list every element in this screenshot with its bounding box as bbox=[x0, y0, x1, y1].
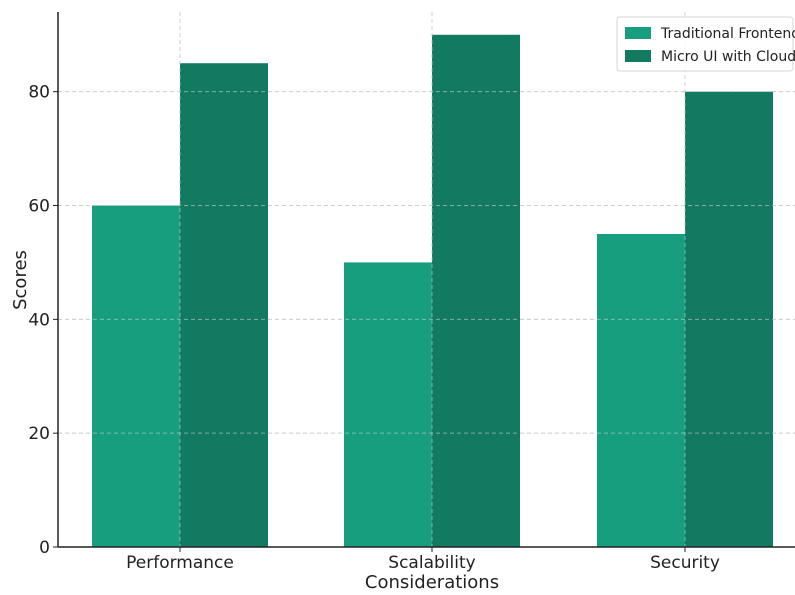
x-tick-label: Security bbox=[650, 553, 720, 573]
legend-label: Micro UI with Cloud bbox=[661, 49, 795, 65]
bar-micro-ui-with-cloud-performance bbox=[180, 63, 268, 548]
x-axis-title: Considerations bbox=[365, 572, 499, 593]
y-tick-label: 60 bbox=[28, 197, 50, 217]
y-tick-label: 20 bbox=[28, 424, 50, 444]
bar-traditional-frontend-performance bbox=[92, 205, 180, 548]
legend-box bbox=[616, 16, 794, 72]
x-tick-label: Scalability bbox=[388, 553, 475, 573]
legend: Traditional Frontend Micro UI with Cloud bbox=[616, 16, 795, 72]
axes bbox=[57, 12, 795, 548]
y-tick-label: 80 bbox=[28, 83, 50, 103]
bar-traditional-frontend-scalability bbox=[344, 262, 432, 547]
legend-swatch bbox=[625, 50, 651, 62]
legend-label: Traditional Frontend bbox=[660, 26, 795, 42]
legend-swatch bbox=[625, 27, 651, 39]
bar-traditional-frontend-security bbox=[597, 233, 685, 547]
y-axis-title: Scores bbox=[10, 250, 31, 310]
y-tick-label: 40 bbox=[28, 310, 50, 330]
x-tick-label: Performance bbox=[126, 553, 234, 573]
bar-micro-ui-with-cloud-scalability bbox=[432, 34, 520, 548]
y-ticks: 0 20 40 60 80 bbox=[28, 83, 58, 558]
bars bbox=[58, 12, 795, 548]
y-tick-label: 0 bbox=[39, 538, 50, 558]
x-ticks: Performance Scalability Security bbox=[126, 547, 720, 573]
